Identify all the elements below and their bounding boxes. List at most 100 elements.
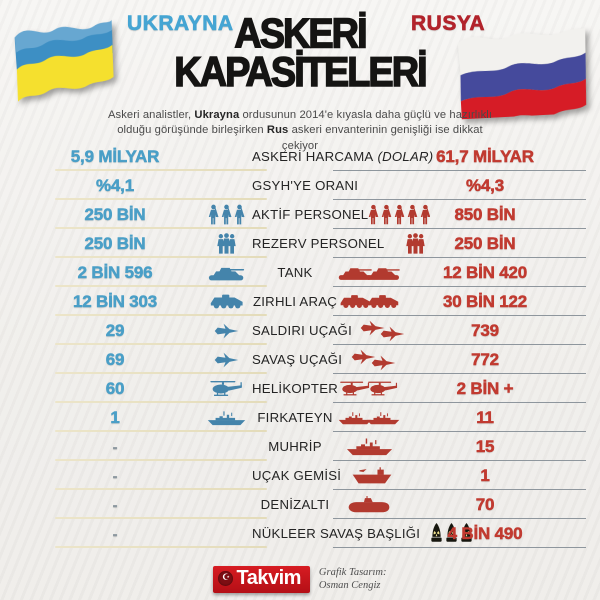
table-row-aircraft-carrier: - UÇAK GEMİSİ 1 [0,461,600,491]
russia-value: 15 [475,436,495,456]
footer: ☪ Takvim Grafik Tasarım: Osman Cengiz [0,565,600,593]
russia-value: 30 BİN 122 [443,291,528,311]
ukraine-apc-icon [200,294,252,309]
metric-label: TANK [277,265,313,280]
ukraine-value: 2 BİN 596 [77,262,153,282]
russia-value: 250 BİN [454,233,516,253]
metric-label: REZERV PERSONEL [252,236,385,251]
ukraine-value: %4,1 [96,175,135,195]
soldier-icon [208,204,219,225]
russia-jet-icons [342,348,404,372]
russia-value: 11 [476,407,494,427]
russia-submarine-icon [338,496,400,513]
table-row-military-spending: 5,9 MİLYAR ASKERİ HARCAMA (DOLAR) 61,7 Mİ… [0,142,600,172]
russia-value: 739 [471,320,499,340]
armored-vehicle-icon [208,294,245,309]
russia-label: RUSYA [411,12,486,36]
soldier-icon [381,204,392,225]
metric-label: FIRKATEYN [257,410,333,425]
russia-value: 850 BİN [454,204,516,224]
table-row-helicopter: 60 HELİKOPTER 2 BİN + [0,374,600,404]
metric-label: MUHRİP [268,439,322,454]
ukraine-jet-icon [200,322,252,340]
table-row-armored-vehicle: 12 BİN 303 ZIRHLI ARAÇ 30 BİN 122 [0,287,600,317]
table-row-fighter-aircraft: 69 SAVAŞ UÇAĞI 772 [0,345,600,375]
metric-label: UÇAK GEMİSİ [252,468,342,483]
russia-value: 70 [475,494,495,514]
ukraine-value: 12 BİN 303 [73,291,158,311]
frigate-icon [366,410,400,426]
comparison-table: 5,9 MİLYAR ASKERİ HARCAMA (DOLAR) 61,7 Mİ… [0,142,600,549]
russia-value: %4,3 [466,175,505,195]
ukraine-tank-icon [200,265,252,281]
table-row-destroyer: - MUHRİP 15 [0,432,600,462]
takvim-logo-text: Takvim [236,566,301,589]
soldier-group-icon [216,233,237,254]
ukraine-value: 250 BİN [84,204,146,224]
soldier-icon [234,204,245,225]
attack-jet-icon [214,322,239,340]
metric-label: ASKERİ HARCAMA (DOLAR) [252,149,434,164]
soldier-icon [368,204,379,225]
russia-flag-icon [457,26,587,120]
fighter-jet-icon [214,351,239,369]
destroyer-icon [346,437,393,456]
metric-label: SALDIRI UÇAĞI [252,323,352,338]
table-row-attack-aircraft: 29 SALDIRI UÇAĞI 739 [0,316,600,346]
table-row-frigate: 1 FIRKATEYN 11 [0,403,600,433]
table-row-tank: 2 BİN 596 TANK 12 BİN 420 [0,258,600,288]
helicopter-icon [366,380,400,398]
ukraine-value: - [112,496,118,513]
ukraine-value: 250 BİN [84,233,146,253]
metric-label: NÜKLEER SAVAŞ BAŞLIĞI [252,526,421,541]
russia-value: 2 BİN + [456,378,514,398]
title-line-2: KAPASİTELERİ [174,50,429,96]
page-title: ASKERİ KAPASİTELERİ [155,11,446,96]
title-line-1: ASKERİ [234,11,369,58]
ukraine-value: 60 [105,378,125,398]
soldier-icon [221,204,232,225]
ukraine-helicopter-icon [200,380,252,398]
russia-value: 1 [480,465,490,485]
russia-carrier-icon [341,466,403,485]
metric-label: HELİKOPTER [252,381,339,396]
ukraine-jet-icon [200,351,252,369]
ukraine-soldier-group-icon [200,233,252,254]
tank-icon [208,265,245,281]
metric-label: GSYH'YE ORANI [252,178,359,193]
subtitle: Askeri analistler, Ukrayna ordusunun 201… [107,109,493,152]
helicopter-icon [208,380,245,398]
submarine-icon [347,496,391,513]
ukraine-value: - [112,525,118,542]
tank-icon [366,265,401,281]
ukraine-value: - [112,467,118,484]
ukraine-flag-icon [14,19,114,102]
russia-tank-icons [338,265,400,281]
ukraine-soldier-icons [200,204,252,225]
ukraine-value: 69 [105,349,125,369]
crescent-star-icon: ☪ [218,570,234,586]
ukraine-value: 29 [105,320,125,340]
ukraine-value: - [112,438,118,455]
russia-frigate-icons [338,410,400,426]
russia-apc-icons [338,294,400,309]
ukraine-frigate-icon [200,410,252,426]
ukraine-value: 1 [110,407,120,427]
russia-destroyer-icon [338,437,400,456]
ukraine-label: UKRAYNA [127,12,234,36]
table-row-nuclear-warhead: - NÜKLEER SAVAŞ BAŞLIĞI 4 BİN 490 [0,519,600,549]
metric-label: AKTİF PERSONEL [252,207,369,222]
metric-label: DENİZALTI [260,497,330,512]
fighter-jet-icon [371,354,396,372]
table-row-reserve-personnel: 250 BİN REZERV PERSONEL 250 BİN [0,229,600,259]
frigate-icon [207,410,246,426]
table-row-active-personnel: 250 BİN AKTİF PERSONEL 850 BİN [0,200,600,230]
table-row-gdp-ratio: %4,1 GSYH'YE ORANI %4,3 [0,171,600,201]
metric-label: SAVAŞ UÇAĞI [252,352,343,367]
russia-helicopter-icons [338,380,400,398]
russia-value: 61,7 MİLYAR [436,146,534,166]
russia-value: 4 BİN 490 [447,523,523,543]
design-credit: Grafik Tasarım: Osman Cengiz [318,566,387,592]
ukraine-value: 5,9 MİLYAR [70,146,160,166]
